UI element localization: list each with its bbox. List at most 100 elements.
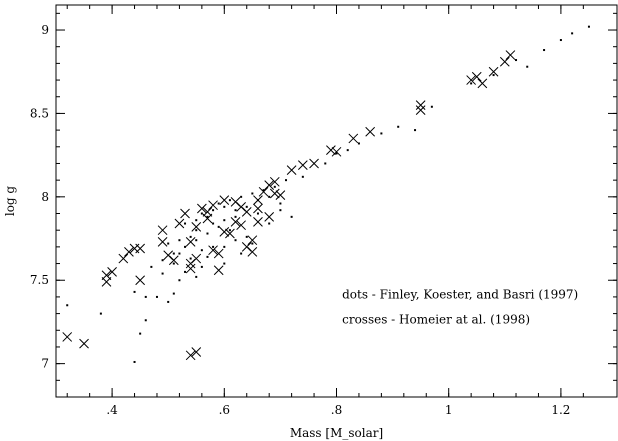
y-tick-label: 7 (41, 357, 49, 371)
data-point-cross (174, 218, 185, 229)
data-point-cross (219, 195, 230, 206)
data-point-dot (240, 195, 243, 198)
data-point-dot (279, 202, 282, 205)
data-point-cross (415, 100, 426, 110)
data-point-cross (118, 253, 129, 264)
data-point-cross (219, 227, 230, 237)
data-point-cross (124, 247, 134, 257)
data-point-dot (195, 229, 198, 232)
data-point-cross (258, 186, 269, 197)
data-point-cross (264, 180, 275, 191)
data-point-dot (240, 252, 243, 255)
data-point-cross (264, 211, 275, 222)
data-point-dot (189, 257, 192, 260)
data-point-cross (466, 75, 476, 85)
data-point-dot (212, 222, 215, 225)
data-point-dot (206, 255, 209, 258)
data-point-cross (331, 146, 342, 157)
data-point-dot (217, 202, 220, 205)
x-axis-label: Mass [M_solar] (290, 426, 383, 440)
data-point-dot (290, 215, 293, 218)
data-point-dot (223, 262, 226, 265)
data-point-dot (223, 245, 226, 248)
data-point-dot (161, 272, 164, 275)
data-point-cross (309, 158, 319, 169)
data-point-cross (247, 235, 258, 246)
data-point-dot (430, 105, 433, 108)
data-point-dot (234, 209, 237, 212)
y-axis: 7 7.5 8 8.5 9 (30, 12, 617, 381)
data-point-cross (213, 248, 224, 259)
data-point-cross (297, 160, 308, 170)
data-point-dot (262, 189, 265, 192)
data-point-dot (195, 219, 198, 222)
data-point-cross (269, 176, 280, 187)
data-point-cross (477, 78, 488, 89)
data-point-dot (189, 235, 192, 238)
data-point-dot (268, 195, 271, 198)
data-point-dot (167, 242, 170, 245)
data-point-dot (200, 212, 203, 215)
data-point-dot (526, 65, 529, 68)
data-point-dot (200, 249, 203, 252)
data-point-dot (414, 129, 417, 132)
data-point-cross (471, 71, 482, 82)
y-tick-label: 8 (41, 190, 49, 204)
data-point-dot (212, 245, 215, 248)
data-point-cross (488, 66, 499, 77)
data-point-cross (499, 56, 510, 67)
data-point-dot (167, 300, 170, 303)
data-point-dot (223, 219, 226, 222)
data-point-dot (256, 212, 259, 215)
data-point-dot (178, 239, 181, 242)
data-point-cross (157, 225, 168, 236)
data-point-cross (107, 267, 117, 277)
data-point-cross (157, 237, 168, 247)
data-point-dot (99, 312, 102, 315)
data-point-dot (273, 185, 276, 188)
data-point-cross (253, 203, 263, 214)
data-point-dot (279, 209, 282, 212)
data-point-dot (228, 229, 231, 232)
data-point-dot (587, 25, 590, 28)
data-point-dot (172, 252, 175, 255)
data-point-cross (129, 243, 140, 254)
data-point-dot (172, 262, 175, 265)
data-point-dot (380, 132, 383, 135)
data-point-dot (245, 205, 248, 208)
data-point-cross (135, 275, 146, 286)
data-point-cross (253, 195, 263, 206)
data-point-dot (133, 360, 136, 363)
data-point-dot (178, 279, 181, 282)
data-point-cross (202, 206, 213, 217)
data-point-cross (62, 332, 73, 342)
data-point-dot (178, 252, 181, 255)
data-point-dot (245, 235, 248, 238)
data-point-dot (150, 265, 153, 268)
data-point-dot (206, 215, 209, 218)
data-point-cross (208, 200, 218, 211)
data-point-dot (155, 295, 158, 298)
data-point-cross (230, 216, 241, 227)
data-point-cross (275, 190, 286, 201)
data-point-dot (357, 142, 360, 145)
data-point-cross (185, 350, 196, 361)
data-point-cross (505, 50, 516, 60)
data-point-dot (515, 59, 518, 62)
data-point-dot (251, 242, 254, 245)
data-point-dot (285, 179, 288, 182)
data-point-dot (144, 295, 147, 298)
data-point-cross (286, 165, 297, 175)
data-point-dot (144, 319, 147, 322)
x-tick-label: .6 (219, 403, 230, 417)
data-point-cross (348, 133, 359, 144)
data-point-cross (191, 347, 202, 357)
data-point-cross (365, 126, 376, 137)
data-point-dot (335, 152, 338, 155)
data-marks (62, 25, 590, 363)
data-point-dot (139, 332, 142, 335)
data-point-cross (191, 222, 202, 232)
data-point-dot (212, 209, 215, 212)
data-point-dot (184, 270, 187, 273)
